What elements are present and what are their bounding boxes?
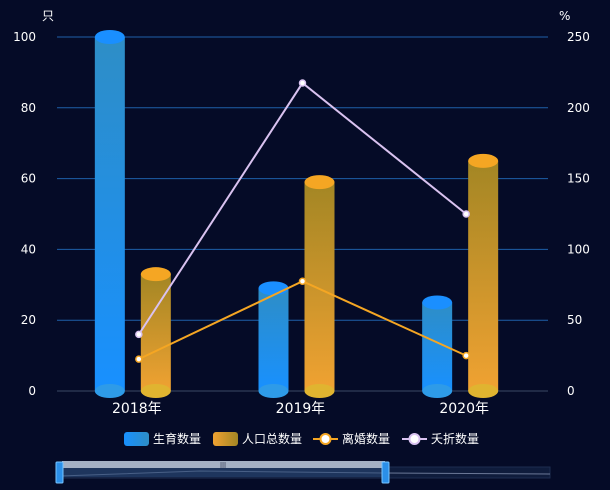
grid-lines <box>57 36 548 392</box>
legend-label-population: 人口总数量 <box>242 431 302 446</box>
bar-body <box>304 182 335 391</box>
bar-body <box>468 160 499 391</box>
point-divorce <box>462 351 470 360</box>
x-tick-label: 2019年 <box>276 401 326 417</box>
bar-population <box>140 267 171 398</box>
lines <box>135 79 470 363</box>
bar-birth <box>94 30 125 398</box>
line-infant-death <box>137 81 467 335</box>
bar-top <box>468 153 499 168</box>
left-axis-unit: 只 <box>42 9 54 23</box>
left-tick-label: 20 <box>21 313 36 327</box>
left-axis-ticks: 0 20 40 60 80 100 <box>13 30 36 398</box>
bar-top <box>94 30 125 44</box>
bar-body <box>94 37 125 391</box>
point-infant-death <box>462 210 470 218</box>
bar-population <box>468 153 499 398</box>
legend-swatch-population <box>213 432 238 446</box>
right-tick-label: 0 <box>567 384 575 398</box>
bars <box>94 30 499 398</box>
right-tick-label: 100 <box>567 242 590 256</box>
x-axis-labels: 2018年 2019年 2020年 <box>112 401 489 417</box>
right-tick-label: 150 <box>567 172 590 186</box>
legend-label-infant-death: 夭折数量 <box>431 431 479 446</box>
point-infant-death <box>298 79 307 87</box>
legend-item-infant-death[interactable]: 夭折数量 <box>402 431 479 446</box>
left-tick-label: 80 <box>21 101 36 115</box>
data-zoom-range-label: ||| <box>220 462 226 469</box>
bar-base <box>94 384 125 398</box>
left-tick-label: 0 <box>28 384 36 398</box>
bar-base <box>304 384 335 398</box>
legend-item-birth[interactable]: 生育数量 <box>124 431 201 446</box>
left-tick-label: 100 <box>13 30 36 44</box>
data-zoom-handle-right[interactable] <box>381 461 390 484</box>
bar-base <box>422 384 453 398</box>
bar-birth <box>258 281 289 398</box>
x-tick-label: 2020年 <box>439 401 489 417</box>
right-axis-ticks: 0 50 100 150 200 250 <box>567 30 590 398</box>
data-zoom-slider[interactable]: ||| <box>55 461 551 484</box>
bar-base <box>140 384 171 398</box>
bar-top <box>258 281 289 296</box>
bar-top <box>422 295 453 310</box>
right-tick-label: 200 <box>567 101 590 115</box>
legend-marker-infant-death <box>408 433 421 445</box>
legend-item-population[interactable]: 人口总数量 <box>213 431 302 446</box>
legend: 生育数量 人口总数量 离婚数量 夭折数量 <box>124 431 479 446</box>
data-zoom-selected-range[interactable] <box>62 461 385 468</box>
right-tick-label: 250 <box>567 30 590 44</box>
right-axis-unit: % <box>559 9 570 23</box>
left-tick-label: 60 <box>21 172 36 186</box>
legend-item-divorce[interactable]: 离婚数量 <box>313 431 390 446</box>
data-zoom-range-fill <box>62 468 385 477</box>
x-tick-label: 2018年 <box>112 401 162 417</box>
bar-top <box>304 175 335 190</box>
legend-swatch-birth <box>124 432 149 446</box>
point-infant-death <box>135 330 143 339</box>
legend-marker-divorce <box>319 433 332 445</box>
bar-base <box>258 384 289 398</box>
data-zoom-handle-left[interactable] <box>55 461 64 484</box>
point-divorce <box>298 277 307 286</box>
right-tick-label: 50 <box>567 313 582 327</box>
point-divorce <box>135 355 143 363</box>
bar-top <box>140 267 171 282</box>
left-tick-label: 40 <box>21 242 36 256</box>
bar-body <box>258 288 289 391</box>
legend-label-divorce: 离婚数量 <box>342 431 390 446</box>
bar-base <box>468 384 499 398</box>
legend-label-birth: 生育数量 <box>153 431 201 446</box>
bar-population <box>304 175 335 398</box>
